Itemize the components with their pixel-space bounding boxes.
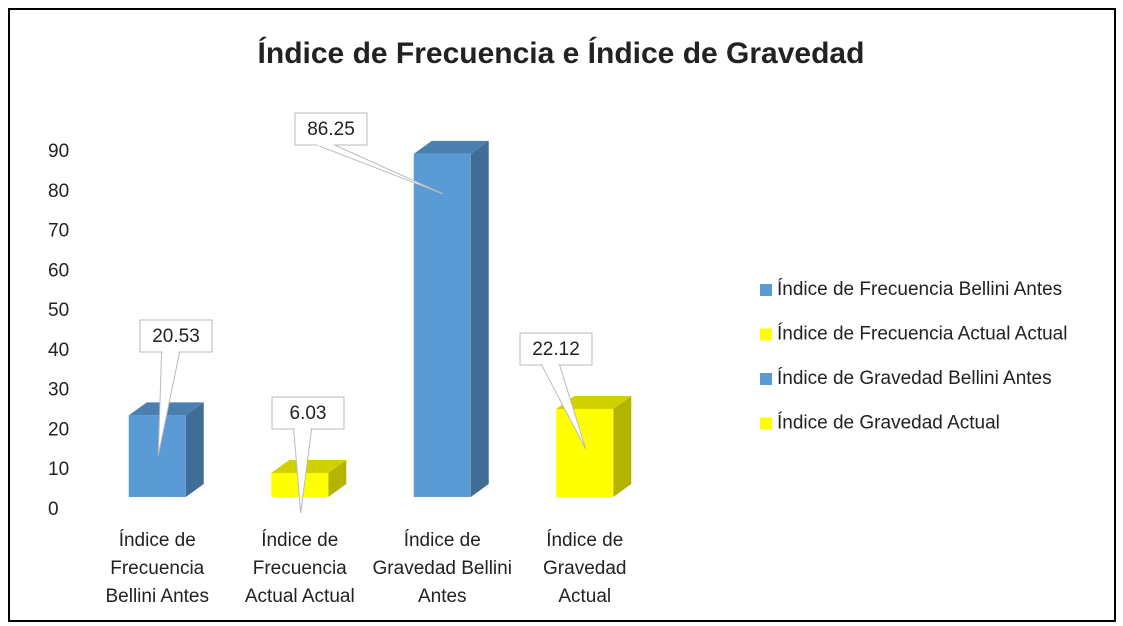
y-tick-label: 90 — [48, 141, 69, 162]
bar-top — [413, 140, 489, 154]
chart-title: Índice de Frecuencia e Índice de Graveda… — [258, 36, 865, 70]
x-tick-label: Índice de Gravedad Bellini Antes — [372, 530, 512, 607]
value-label: 20.53 — [152, 326, 200, 347]
legend-swatch — [760, 373, 772, 385]
y-tick-label: 40 — [48, 340, 69, 361]
x-tick-label: Índice de Frecuencia Bellini Antes — [105, 530, 209, 607]
legend-label: Índice de Gravedad Actual — [777, 413, 1000, 434]
bar-side — [613, 396, 632, 497]
legend-swatch — [760, 417, 772, 430]
bar-top — [271, 460, 347, 474]
y-tick-label: 0 — [48, 499, 59, 520]
bar — [271, 460, 347, 497]
y-tick-label: 10 — [48, 459, 69, 480]
bar — [413, 140, 489, 497]
value-label: 22.12 — [532, 339, 580, 360]
x-tick-label: Índice de Gravedad Actual — [543, 530, 627, 607]
chart-border — [8, 8, 1116, 622]
bar-front — [413, 153, 471, 497]
legend-swatch — [760, 328, 772, 341]
y-tick-label: 20 — [48, 419, 69, 440]
bar-top — [556, 396, 632, 410]
bar-side — [328, 460, 347, 497]
value-label: 6.03 — [290, 403, 327, 424]
x-tick-label: Índice de Frecuencia Actual Actual — [244, 530, 355, 607]
value-label: 86.25 — [307, 119, 355, 140]
bar-front — [556, 409, 614, 497]
y-tick-label: 70 — [48, 221, 69, 242]
callout-box — [519, 332, 593, 366]
y-tick-label: 80 — [48, 181, 69, 202]
callout-box — [294, 112, 368, 146]
legend-label: Índice de Frecuencia Bellini Antes — [777, 279, 1062, 300]
y-tick-label: 60 — [48, 260, 69, 281]
callout-box — [139, 319, 213, 353]
bar-front — [128, 415, 186, 497]
legend-label: Índice de Gravedad Bellini Antes — [777, 368, 1052, 389]
bar-side — [470, 140, 489, 497]
y-tick-label: 50 — [48, 300, 69, 321]
legend-label: Índice de Frecuencia Actual Actual — [777, 324, 1067, 345]
bar — [556, 396, 632, 497]
y-tick-label: 30 — [48, 380, 69, 401]
legend-swatch — [760, 284, 772, 296]
bar-side — [185, 402, 204, 497]
